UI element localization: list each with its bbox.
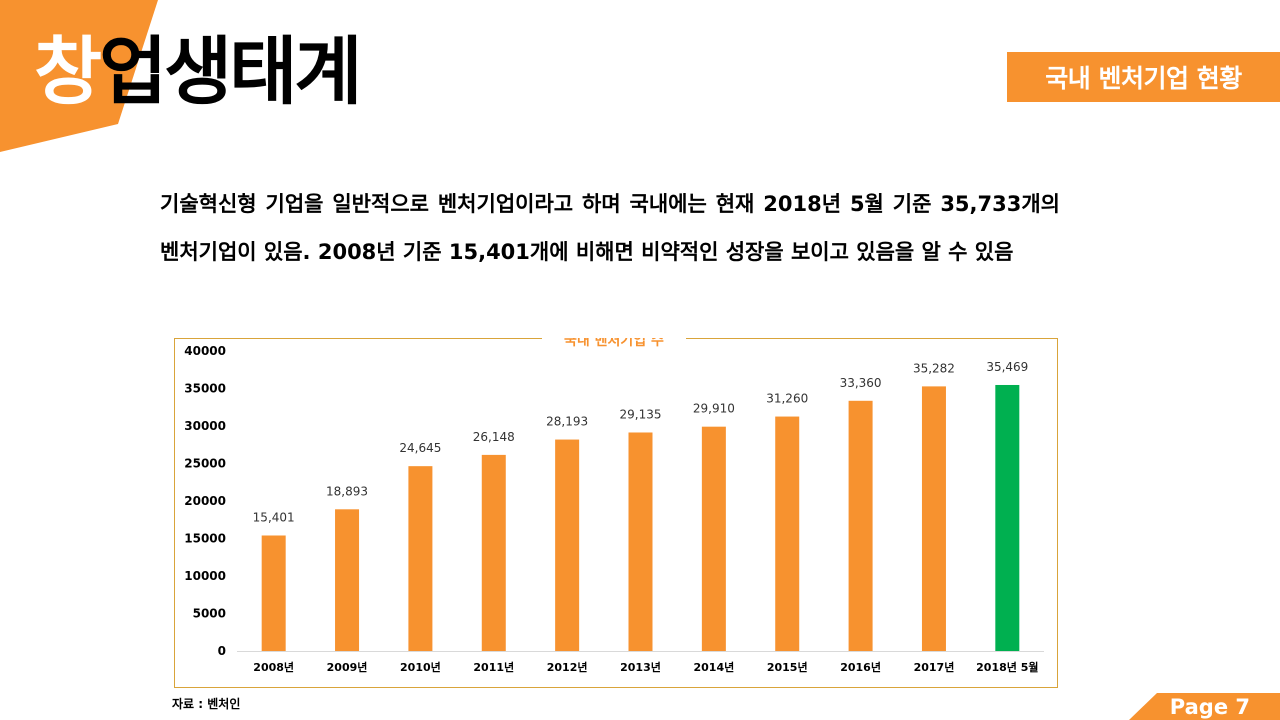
page-title: 창업생태계 <box>34 28 362 117</box>
bar-value-label: 31,260 <box>766 392 808 406</box>
x-tick-label: 2014년 <box>693 660 734 674</box>
bar <box>335 509 360 651</box>
corner-accent-shape <box>0 0 158 152</box>
bar <box>995 384 1020 651</box>
x-tick-label: 2008년 <box>253 660 294 674</box>
y-tick-label: 15000 <box>184 532 226 546</box>
page-title-accent: 창 <box>34 29 102 115</box>
bar-value-label: 33,360 <box>840 376 882 390</box>
bar-chart: 국내 벤처기업 수 0 5000 10000 15000 20000 25000 30000… <box>174 338 1058 688</box>
bar-value-label: 15,401 <box>253 510 295 524</box>
bar <box>775 416 800 651</box>
x-tick-label: 2011년 <box>473 660 514 674</box>
bar <box>555 439 580 651</box>
description-text: 기술혁신형 기업을 일반적으로 벤처기업이라고 하며 국내에는 현재 2018년… <box>160 192 1060 264</box>
x-tick-label: 2009년 <box>327 660 368 674</box>
bar <box>408 466 433 651</box>
bar-value-label: 29,135 <box>620 407 662 421</box>
bar <box>481 454 506 651</box>
y-tick-label: 0 <box>218 644 226 658</box>
chart-title-backdrop <box>542 338 686 346</box>
x-tick-label: 2018년 5월 <box>976 660 1038 674</box>
bar <box>261 535 286 651</box>
bar-value-label: 35,282 <box>913 361 955 375</box>
bar <box>921 386 946 651</box>
y-tick-label: 20000 <box>184 494 226 508</box>
section-tag: 국내 벤처기업 현황 <box>1007 52 1280 102</box>
x-tick-label: 2013년 <box>620 660 661 674</box>
chart-title: 국내 벤처기업 수 <box>564 338 664 349</box>
y-tick-label: 10000 <box>184 569 226 583</box>
bar-value-label: 18,893 <box>326 484 368 498</box>
x-tick-label: 2010년 <box>400 660 441 674</box>
y-tick-label: 5000 <box>193 607 226 621</box>
x-tick-label: 2016년 <box>840 660 881 674</box>
bar-value-label: 29,910 <box>693 402 735 416</box>
x-tick-label: 2017년 <box>914 660 955 674</box>
bar-value-label: 35,469 <box>986 360 1028 374</box>
y-tick-label: 35000 <box>184 382 226 396</box>
bar <box>628 432 653 651</box>
bar-value-label: 26,148 <box>473 430 515 444</box>
y-tick-label: 40000 <box>184 344 226 358</box>
bar-series: 15,401 2008년 18,893 2009년 24,645 2010년 26,148 2… <box>237 360 1044 674</box>
y-tick-label: 25000 <box>184 457 226 471</box>
x-tick-label: 2015년 <box>767 660 808 674</box>
page-tag: Page 7 <box>1129 693 1280 720</box>
bar-value-label: 24,645 <box>399 441 441 455</box>
y-axis: 0 5000 10000 15000 20000 25000 30000 35000 40000 <box>184 344 226 658</box>
bar-value-label: 28,193 <box>546 415 588 429</box>
x-tick-label: 2012년 <box>547 660 588 674</box>
y-tick-label: 30000 <box>184 419 226 433</box>
page-title-rest: 업생태계 <box>99 29 362 115</box>
bar <box>848 400 873 651</box>
page-number: Page 7 <box>1169 695 1250 719</box>
bar <box>701 426 726 651</box>
source-note: 자료 : 벤처인 <box>172 697 241 711</box>
